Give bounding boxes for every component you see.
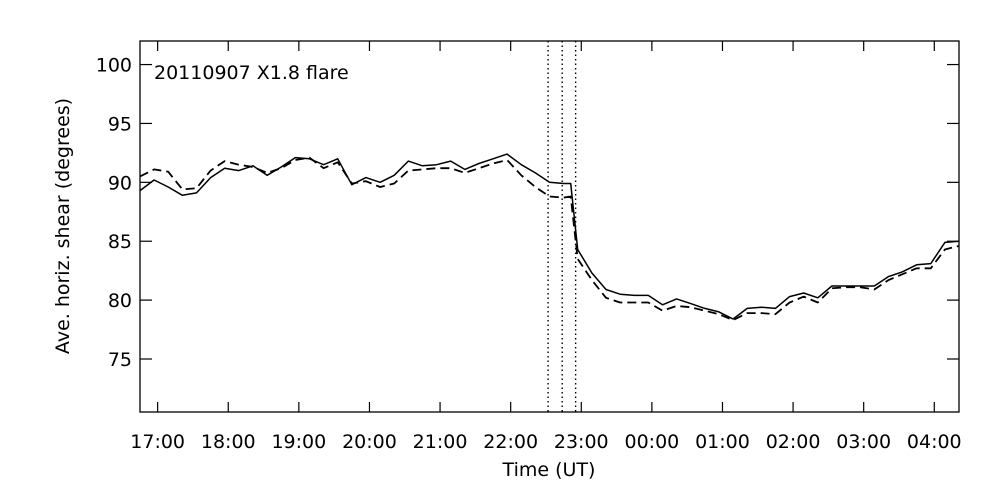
x-tick-label: 21:00 (413, 431, 468, 453)
y-tick-label: 85 (108, 231, 132, 253)
y-axis-ticks: 75 80 85 90 95 100 (96, 55, 959, 371)
y-tick-label: 90 (108, 172, 132, 194)
plot-frame (139, 40, 960, 413)
y-tick-label: 80 (108, 290, 132, 312)
x-tick-label: 00:00 (624, 431, 679, 453)
x-tick-label: 18:00 (201, 431, 256, 453)
x-tick-label: 04:00 (907, 431, 962, 453)
dashed-series-line (139, 156, 960, 322)
y-tick-label: 75 (108, 349, 132, 371)
y-tick-label: 100 (96, 55, 132, 77)
solid-series-line (139, 153, 960, 320)
x-axis-ticks: 17:00 18:00 19:00 20:00 21:00 22:00 23:00 00:00… (130, 41, 962, 453)
x-tick-label: 02:00 (766, 431, 821, 453)
x-tick-label: 03:00 (836, 431, 891, 453)
x-tick-label: 01:00 (695, 431, 750, 453)
flare-time-markers (547, 41, 577, 412)
x-tick-label: 23:00 (554, 431, 609, 453)
y-axis-label: Ave. horiz. shear (degrees) (52, 98, 74, 354)
x-tick-label: 22:00 (483, 431, 538, 453)
x-tick-label: 17:00 (130, 431, 185, 453)
data-series (139, 153, 960, 322)
x-tick-label: 19:00 (271, 431, 326, 453)
x-tick-label: 20:00 (342, 431, 397, 453)
y-tick-label: 95 (108, 113, 132, 135)
chart-title: 20110907 X1.8 flare (154, 62, 349, 84)
x-axis-label: Time (UT) (502, 459, 596, 481)
